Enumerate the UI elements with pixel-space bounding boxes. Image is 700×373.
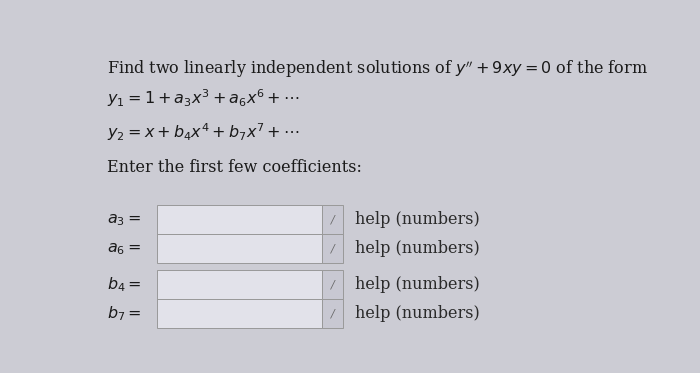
Text: help (numbers): help (numbers) [355, 276, 480, 293]
Text: help (numbers): help (numbers) [355, 305, 480, 322]
Text: $a_3 =$: $a_3 =$ [107, 211, 141, 228]
FancyBboxPatch shape [321, 205, 343, 234]
Text: $a_6 =$: $a_6 =$ [107, 240, 141, 257]
Text: $y_2 = x + b_4x^4 + b_7x^7 + \cdots$: $y_2 = x + b_4x^4 + b_7x^7 + \cdots$ [107, 122, 300, 144]
FancyBboxPatch shape [158, 299, 321, 328]
Text: Enter the first few coefficients:: Enter the first few coefficients: [107, 159, 362, 176]
FancyBboxPatch shape [321, 270, 343, 299]
Text: $y_1 = 1 + a_3x^3 + a_6x^6 + \cdots$: $y_1 = 1 + a_3x^3 + a_6x^6 + \cdots$ [107, 87, 300, 109]
Text: help (numbers): help (numbers) [355, 240, 480, 257]
FancyBboxPatch shape [321, 234, 343, 263]
Text: $b_4 =$: $b_4 =$ [107, 275, 141, 294]
FancyBboxPatch shape [158, 205, 321, 234]
FancyBboxPatch shape [321, 299, 343, 328]
Text: /: / [330, 244, 335, 254]
FancyBboxPatch shape [158, 270, 321, 299]
Text: /: / [330, 308, 335, 319]
Text: /: / [330, 214, 335, 225]
Text: Find two linearly independent solutions of $y'' + 9xy = 0$ of the form: Find two linearly independent solutions … [107, 59, 648, 80]
Text: $b_7 =$: $b_7 =$ [107, 304, 141, 323]
Text: help (numbers): help (numbers) [355, 211, 480, 228]
FancyBboxPatch shape [158, 234, 321, 263]
Text: /: / [330, 279, 335, 289]
